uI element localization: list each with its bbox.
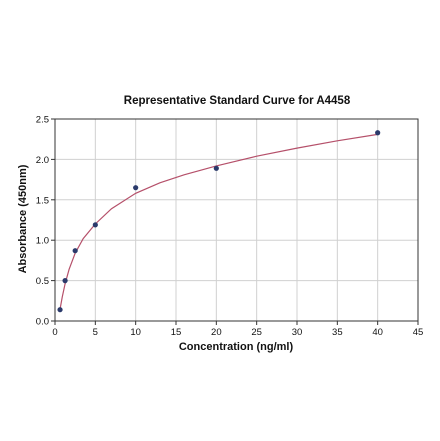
data-point — [375, 130, 381, 136]
x-tick-label: 30 — [292, 327, 303, 338]
standard-fit-curve — [59, 133, 378, 311]
fit-curve-layer — [59, 133, 378, 311]
x-tick-label: 35 — [332, 327, 343, 338]
data-point — [72, 248, 78, 254]
data-point — [62, 278, 68, 284]
x-tick-label: 0 — [52, 327, 57, 338]
y-tick-label: 0.0 — [36, 317, 49, 328]
axis-ticks: 0 5 10 15 20 25 30 35 40 45 0.0 0.5 1.0 1.5 2.0 2.5 — [36, 115, 424, 339]
data-point — [133, 185, 139, 191]
y-tick-label: 2.0 — [36, 155, 49, 166]
data-points-layer — [57, 130, 381, 313]
plot-frame — [54, 118, 419, 322]
x-tick-label: 20 — [211, 327, 222, 338]
x-axis-label: Concentration (ng/ml) — [179, 341, 294, 353]
y-axis-label: Absorbance (450nm) — [17, 164, 29, 273]
data-point — [213, 165, 219, 171]
chart-title: Representative Standard Curve for A4458 — [124, 95, 351, 107]
x-tick-label: 10 — [130, 327, 141, 338]
x-tick-label: 40 — [372, 327, 383, 338]
x-tick-label: 45 — [413, 327, 424, 338]
x-tick-label: 25 — [251, 327, 262, 338]
y-tick-label: 2.5 — [36, 115, 49, 126]
data-point — [92, 222, 98, 228]
data-point — [57, 307, 63, 313]
y-tick-label: 1.0 — [36, 236, 49, 247]
y-tick-label: 1.5 — [36, 195, 49, 206]
y-tick-label: 0.5 — [36, 276, 49, 287]
x-tick-label: 15 — [171, 327, 182, 338]
x-tick-label: 5 — [93, 327, 98, 338]
